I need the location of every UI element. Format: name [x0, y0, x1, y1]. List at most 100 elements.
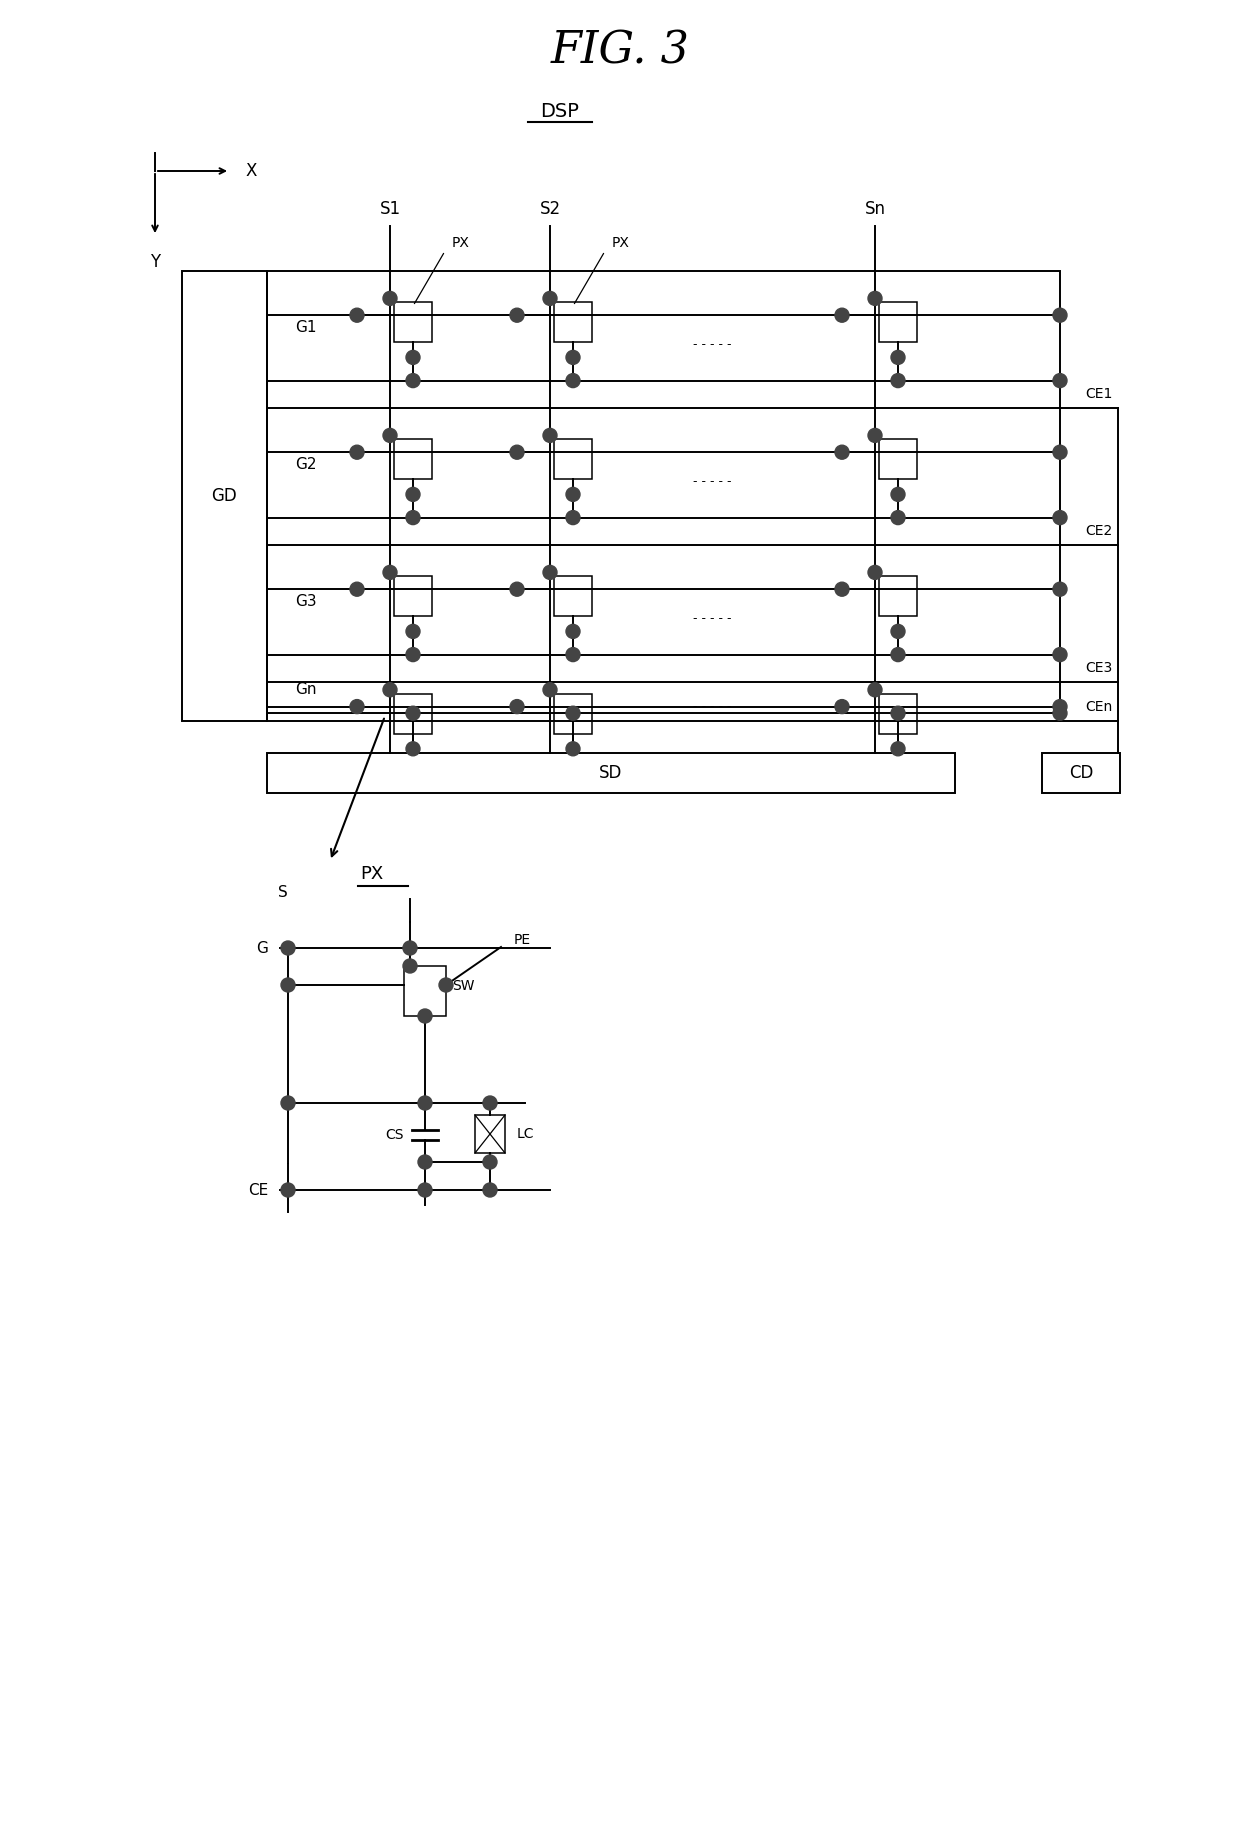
- Text: X: X: [246, 163, 257, 181]
- Bar: [554, 440, 591, 480]
- Circle shape: [418, 1096, 432, 1110]
- Bar: [879, 440, 918, 480]
- Circle shape: [439, 979, 453, 992]
- Circle shape: [418, 1156, 432, 1169]
- Text: CS: CS: [386, 1128, 404, 1141]
- Text: Y: Y: [150, 254, 160, 270]
- Bar: [404, 966, 446, 1015]
- Circle shape: [281, 940, 295, 955]
- Text: S2: S2: [539, 201, 560, 217]
- Bar: [394, 440, 432, 480]
- Bar: [394, 303, 432, 343]
- Text: PX: PX: [360, 866, 383, 884]
- Text: LC: LC: [517, 1127, 534, 1141]
- Text: CE: CE: [248, 1183, 268, 1198]
- Text: SD: SD: [599, 763, 622, 782]
- Circle shape: [484, 1156, 497, 1169]
- Text: FIG. 3: FIG. 3: [551, 29, 689, 73]
- Circle shape: [565, 511, 580, 524]
- Bar: [394, 577, 432, 617]
- Circle shape: [383, 566, 397, 579]
- Bar: [879, 694, 918, 734]
- Circle shape: [835, 699, 849, 714]
- Bar: [879, 303, 918, 343]
- Circle shape: [565, 707, 580, 719]
- Text: PX: PX: [613, 236, 630, 250]
- Circle shape: [565, 741, 580, 756]
- Text: PE: PE: [515, 933, 531, 948]
- Circle shape: [405, 488, 420, 502]
- Text: S1: S1: [379, 201, 401, 217]
- Circle shape: [543, 292, 557, 305]
- Circle shape: [1053, 699, 1066, 714]
- Circle shape: [403, 940, 417, 955]
- Circle shape: [565, 488, 580, 502]
- Text: DSP: DSP: [541, 102, 579, 121]
- Circle shape: [383, 683, 397, 698]
- Text: GD: GD: [212, 488, 237, 506]
- Circle shape: [484, 1183, 497, 1198]
- Circle shape: [418, 1183, 432, 1198]
- Text: PX: PX: [453, 236, 470, 250]
- Circle shape: [565, 351, 580, 365]
- Text: G3: G3: [295, 593, 316, 610]
- Text: CE2: CE2: [1086, 524, 1114, 539]
- Circle shape: [418, 1010, 432, 1023]
- Circle shape: [565, 648, 580, 661]
- Circle shape: [350, 446, 365, 458]
- Circle shape: [892, 707, 905, 719]
- Circle shape: [405, 624, 420, 639]
- Circle shape: [835, 582, 849, 597]
- Circle shape: [892, 511, 905, 524]
- Circle shape: [484, 1096, 497, 1110]
- Circle shape: [1053, 511, 1066, 524]
- Text: Gn: Gn: [295, 681, 316, 698]
- Text: G1: G1: [295, 320, 316, 334]
- Text: S: S: [278, 884, 288, 900]
- Bar: [267, 270, 1060, 721]
- Circle shape: [405, 511, 420, 524]
- Bar: [554, 303, 591, 343]
- Circle shape: [281, 979, 295, 992]
- Text: - - - - -: - - - - -: [693, 475, 732, 488]
- Circle shape: [350, 582, 365, 597]
- Circle shape: [868, 292, 882, 305]
- Circle shape: [868, 566, 882, 579]
- Text: CE3: CE3: [1086, 661, 1114, 676]
- Circle shape: [281, 1183, 295, 1198]
- Text: - - - - -: - - - - -: [693, 612, 732, 624]
- Circle shape: [1053, 309, 1066, 321]
- Circle shape: [835, 309, 849, 321]
- Circle shape: [565, 374, 580, 387]
- Circle shape: [510, 309, 525, 321]
- Text: - - - - -: - - - - -: [693, 338, 732, 351]
- Text: Sn: Sn: [864, 201, 885, 217]
- Circle shape: [565, 624, 580, 639]
- Circle shape: [543, 683, 557, 698]
- Circle shape: [405, 707, 420, 719]
- Circle shape: [405, 741, 420, 756]
- Bar: [554, 694, 591, 734]
- Circle shape: [1053, 582, 1066, 597]
- Bar: [879, 577, 918, 617]
- Text: - - - - -: - - - - -: [693, 699, 732, 712]
- Circle shape: [383, 429, 397, 442]
- Circle shape: [892, 488, 905, 502]
- Circle shape: [892, 648, 905, 661]
- Circle shape: [403, 959, 417, 973]
- Circle shape: [281, 1096, 295, 1110]
- Bar: [394, 694, 432, 734]
- Circle shape: [868, 683, 882, 698]
- Circle shape: [868, 429, 882, 442]
- Text: CEn: CEn: [1086, 699, 1114, 714]
- Bar: [182, 270, 267, 721]
- Bar: [475, 1116, 505, 1152]
- Circle shape: [892, 374, 905, 387]
- Text: G2: G2: [295, 456, 316, 471]
- Circle shape: [350, 699, 365, 714]
- Circle shape: [1053, 707, 1066, 719]
- Circle shape: [892, 624, 905, 639]
- Bar: [1042, 752, 1120, 792]
- Circle shape: [835, 446, 849, 458]
- Circle shape: [892, 741, 905, 756]
